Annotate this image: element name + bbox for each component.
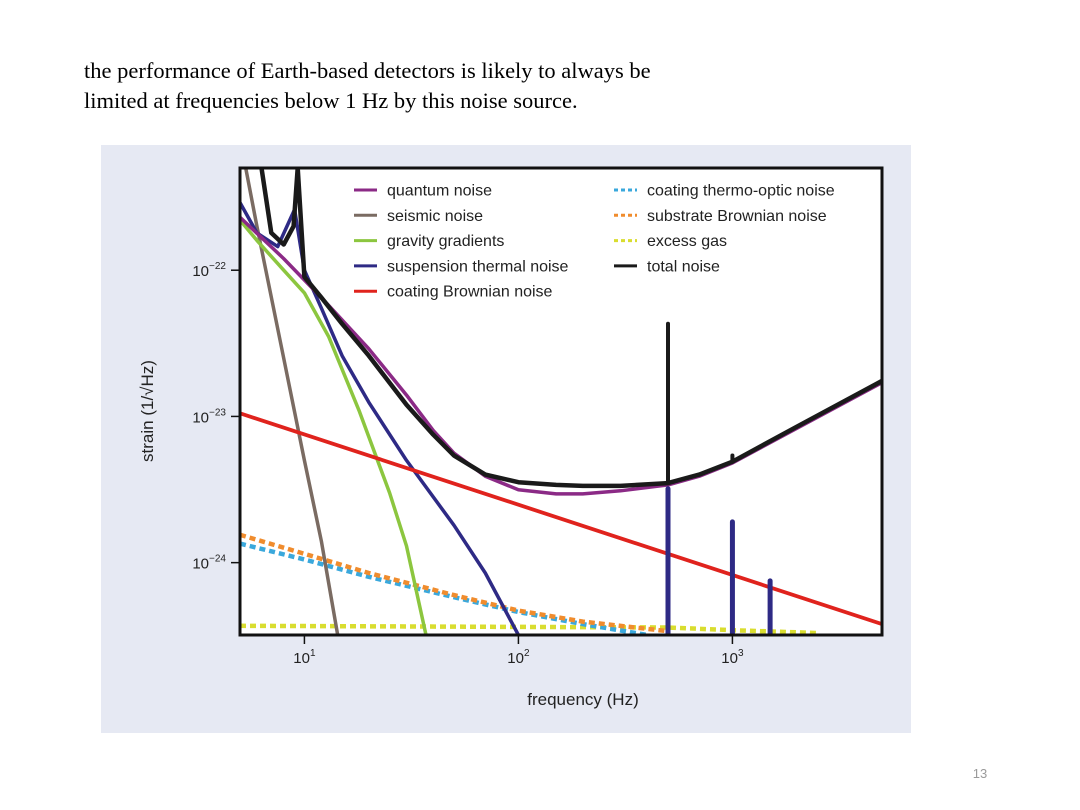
x-tick-label-3: 103 [721,648,744,667]
y-axis-label: strain (1/√Hz) [138,360,157,462]
series-line-total-noise [259,168,882,489]
slide-text-line-1: the performance of Earth-based detectors… [84,58,651,83]
slide-text-line-2: limited at frequencies below 1 Hz by thi… [84,88,578,113]
series-line-coating-brownian-noise [240,411,882,626]
plot-frame [238,166,884,637]
series-line-suspension-thermal-noise [240,200,521,635]
legend-label-excess-gas: excess gas [647,233,727,250]
x-tick-label-1: 101 [293,648,316,667]
series-line-gravity-gradients [240,218,428,635]
page-number: 13 [972,766,988,781]
slide-body-text: the performance of Earth-based detectors… [84,56,844,116]
legend-label-quantum-noise: quantum noise [387,183,492,200]
series-line-excess-gas [240,623,818,635]
noise-budget-figure: 101 102 103 10−22 10−23 10−24 frequency (Hz) … [101,145,911,733]
series-layer [240,168,882,635]
legend-label-coating-brownian-noise: coating Brownian noise [387,284,553,301]
plot-area [240,168,882,635]
y-tick-label-2: 10−23 [192,407,226,426]
y-tick-label-3: 10−24 [192,554,226,573]
legend-label-seismic-noise: seismic noise [387,208,483,225]
series-line-substrate-brownian-noise [240,532,669,634]
x-tick-label-2: 102 [507,648,530,667]
legend-label-suspension-thermal-noise: suspension thermal noise [387,258,569,275]
series-line-seismic-noise [243,168,340,635]
ticks-layer: 101 102 103 10−22 10−23 10−24 [192,261,744,667]
y-tick-label-1: 10−22 [192,261,226,280]
legend-label-total-noise: total noise [647,258,720,275]
legend: quantum noise seismic noise gravity gradie… [354,183,835,301]
legend-label-coating-thermo-optic-noise: coating thermo-optic noise [647,183,835,200]
x-axis-label: frequency (Hz) [527,690,638,709]
legend-label-substrate-brownian-noise: substrate Brownian noise [647,208,827,225]
legend-label-gravity-gradients: gravity gradients [387,233,504,250]
